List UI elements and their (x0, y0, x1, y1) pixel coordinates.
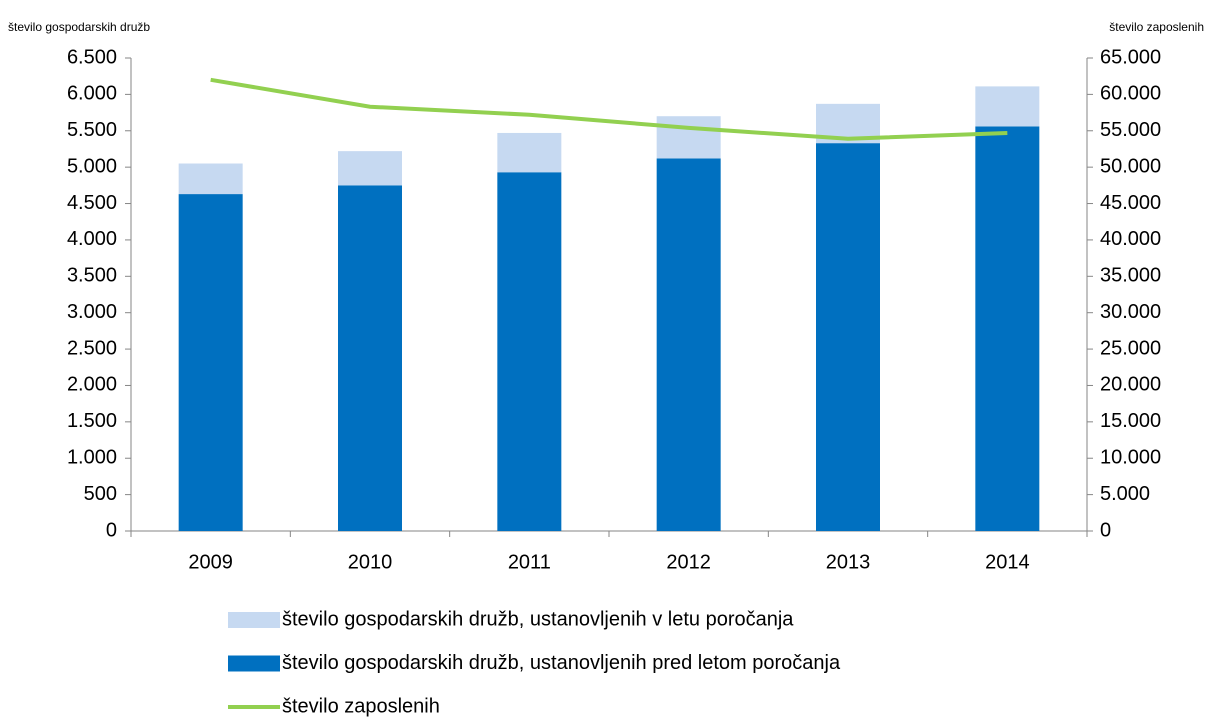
y-tick-label: 1.000 (67, 447, 117, 469)
y2-tick-label: 60.000 (1100, 83, 1161, 105)
y-tick-label: 6.500 (67, 46, 117, 68)
bar (338, 185, 402, 531)
y2-tick-label: 5.000 (1100, 483, 1150, 505)
y2-tick-label: 45.000 (1100, 192, 1161, 214)
bar (975, 86, 1040, 127)
bar (656, 116, 721, 159)
line (210, 77, 1008, 141)
y-tick-label: 2.000 (67, 374, 117, 396)
x-tick-label: 2010 (348, 551, 393, 573)
y-tick-label: 5.500 (67, 119, 117, 141)
y2-tick-label: 0 (1100, 519, 1111, 541)
y2-tick-label: 20.000 (1100, 374, 1161, 396)
y2-tick-label: 50.000 (1100, 155, 1161, 177)
bar (975, 126, 1040, 531)
y-tick-label: 4.000 (67, 228, 117, 250)
y2-tick-label: 65.000 (1100, 46, 1161, 68)
bar (816, 143, 880, 531)
y-tick-label: 0 (106, 519, 117, 541)
bar (497, 172, 562, 532)
legend-swatch (228, 612, 280, 628)
legend-label: število gospodarskih družb, ustanovljeni… (282, 652, 841, 674)
y2-tick-label: 15.000 (1100, 410, 1161, 432)
y2-tick-label: 55.000 (1100, 119, 1161, 141)
x-tick-label: 2014 (985, 551, 1030, 573)
x-tick-label: 2009 (188, 551, 233, 573)
y-tick-label: 4.500 (67, 192, 117, 214)
y-tick-label: 2.500 (67, 337, 117, 359)
bar (178, 194, 243, 531)
bar (338, 151, 402, 186)
y2-tick-label: 35.000 (1100, 265, 1161, 287)
legend-swatch (228, 655, 280, 672)
y-tick-label: 6.000 (67, 83, 117, 105)
x-tick-label: 2011 (508, 551, 551, 573)
y-tick-label: 1.500 (67, 410, 117, 432)
y-tick-label: 3.000 (67, 301, 117, 323)
y-tick-label: 500 (84, 483, 117, 505)
bar (497, 132, 562, 173)
x-tick-label: 2013 (826, 551, 871, 573)
legend-label: število gospodarskih družb, ustanovljeni… (282, 608, 794, 630)
legend-label: število zaposlenih (282, 695, 440, 717)
bar (656, 158, 721, 531)
y2-tick-label: 10.000 (1100, 447, 1161, 469)
y2-tick-label: 30.000 (1100, 301, 1161, 323)
y2-tick-label: 25.000 (1100, 337, 1161, 359)
y-axis-label: število gospodarskih družb (8, 20, 150, 34)
y2-axis-label: število zaposlenih (1109, 20, 1204, 34)
y2-tick-label: 40.000 (1100, 228, 1161, 250)
x-tick-label: 2012 (666, 551, 711, 573)
y-tick-label: 5.000 (67, 155, 117, 177)
bar (178, 163, 243, 195)
y-tick-label: 3.500 (67, 265, 117, 287)
